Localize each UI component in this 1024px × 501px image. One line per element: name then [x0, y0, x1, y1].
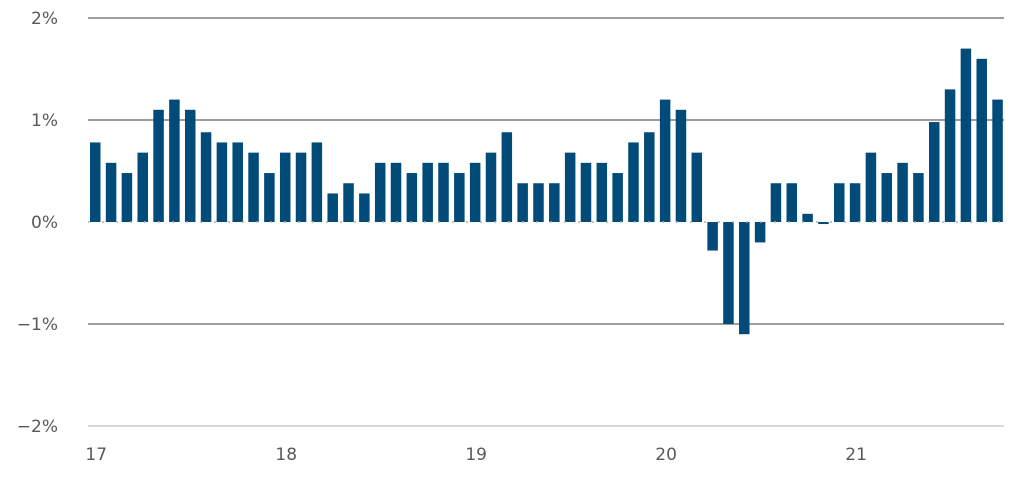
bar: [105, 162, 117, 222]
bar: [865, 152, 877, 222]
bar: [533, 183, 544, 222]
bar: [818, 222, 829, 225]
bar: [248, 152, 259, 222]
bar: [944, 89, 956, 223]
y-tick-label: 1%: [31, 111, 58, 131]
bar: [169, 99, 180, 222]
bar: [580, 162, 592, 222]
bar: [628, 142, 639, 222]
bar: [216, 142, 228, 222]
bar: [327, 193, 338, 222]
bar: [517, 183, 528, 222]
y-axis-tick-labels: 2% 1% 0% −1% −2%: [17, 9, 58, 437]
bar: [707, 222, 718, 251]
bar: [928, 122, 940, 222]
bar: [90, 142, 101, 222]
bar: [913, 173, 924, 222]
bar: [960, 48, 972, 222]
bar: [881, 173, 892, 222]
bar: [137, 152, 148, 222]
bar: [390, 162, 402, 222]
bar: [438, 162, 449, 222]
x-tick-label: 17: [85, 445, 107, 465]
bar: [422, 162, 433, 222]
bar: [992, 99, 1003, 222]
bar: [153, 109, 164, 222]
x-tick-label: 21: [845, 445, 867, 465]
bar: [264, 173, 275, 222]
bar: [454, 173, 465, 222]
y-tick-label: −1%: [17, 315, 58, 335]
bar: [596, 162, 608, 222]
bar: [184, 109, 196, 222]
y-tick-label: −2%: [17, 417, 58, 437]
bar: [834, 183, 845, 222]
x-tick-label: 18: [275, 445, 297, 465]
bar: [200, 132, 212, 222]
bar: [739, 222, 750, 335]
bar: [279, 152, 291, 222]
y-tick-label: 0%: [31, 213, 58, 233]
bar: [691, 152, 703, 222]
bar: [121, 173, 133, 222]
bar: [786, 183, 798, 222]
bars: [90, 48, 1003, 335]
bar: [564, 152, 576, 222]
bar: [659, 99, 671, 222]
y-tick-label: 2%: [31, 9, 58, 29]
bar: [754, 222, 766, 243]
bar: [469, 162, 481, 222]
bar: [976, 58, 987, 222]
bar: [549, 183, 560, 222]
bar: [770, 183, 782, 222]
bar: [675, 109, 687, 222]
bar: [359, 193, 370, 222]
bar: [295, 152, 307, 222]
bar: [501, 132, 513, 222]
x-axis-tick-labels: 17 18 19 20 21: [85, 445, 866, 465]
bar: [485, 152, 497, 222]
bar: [406, 173, 418, 222]
bar: [644, 132, 655, 222]
bar: [374, 162, 386, 222]
x-tick-label: 19: [465, 445, 487, 465]
bar: [343, 183, 354, 222]
bar: [311, 142, 323, 222]
x-tick-label: 20: [655, 445, 677, 465]
gridlines: [88, 17, 1004, 427]
bar: [802, 213, 813, 222]
bar: [723, 222, 734, 324]
bar: [232, 142, 243, 222]
bar: [849, 183, 861, 222]
bar: [897, 162, 908, 222]
bar: [612, 173, 623, 222]
